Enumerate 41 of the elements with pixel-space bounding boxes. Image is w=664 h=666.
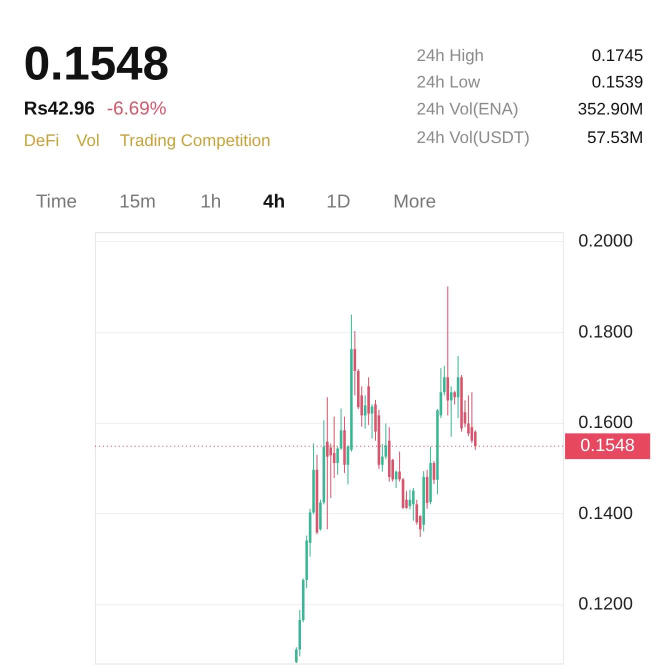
- y-tick-label: 0.1200: [578, 594, 633, 614]
- text: 24h Low: [416, 72, 482, 92]
- text: 24h Vol(USDT): [416, 128, 530, 148]
- text: 1D: [326, 190, 350, 212]
- ref-line-label: 0.1548: [580, 435, 635, 456]
- text: 24h High: [416, 46, 484, 65]
- text: Time: [36, 190, 77, 212]
- text: -6.69%: [106, 97, 167, 118]
- candlestick: [332, 416, 336, 478]
- text: Vol: [76, 130, 100, 150]
- candlestick: [453, 390, 456, 405]
- candlestick: [394, 470, 398, 488]
- text: DeFi: [24, 130, 60, 150]
- candlestick: [470, 392, 474, 444]
- candlestick: [364, 394, 366, 430]
- y-tick-label: 0.2000: [578, 230, 633, 251]
- y-tick-label: 0.1800: [578, 321, 633, 342]
- candlestick: [408, 489, 412, 510]
- candlestick: [412, 487, 415, 522]
- candlestick: [381, 443, 384, 472]
- text: 0.1548: [24, 38, 169, 91]
- candlestick: [326, 396, 329, 530]
- candlestick: [456, 355, 460, 419]
- text: 0.1745: [592, 46, 644, 65]
- candlestick: [432, 460, 436, 484]
- text: 0.1539: [592, 72, 644, 92]
- y-tick-label: 0.1600: [578, 412, 633, 432]
- candlestick: [446, 286, 450, 416]
- text: 15m: [119, 190, 156, 212]
- text: 24h Vol(ENA): [416, 99, 518, 118]
- y-tick-label: 0.1400: [578, 502, 633, 523]
- text: More: [393, 190, 436, 212]
- text: Trading Competition: [120, 130, 271, 150]
- text: 4h: [263, 190, 286, 212]
- text: 352.90M: [578, 99, 644, 118]
- text: Rs42.96: [24, 97, 95, 118]
- candlestick: [467, 394, 470, 437]
- candlestick: [370, 404, 374, 439]
- text: 57.53M: [587, 128, 644, 148]
- text: 1h: [200, 190, 222, 212]
- candlestick: [450, 386, 452, 438]
